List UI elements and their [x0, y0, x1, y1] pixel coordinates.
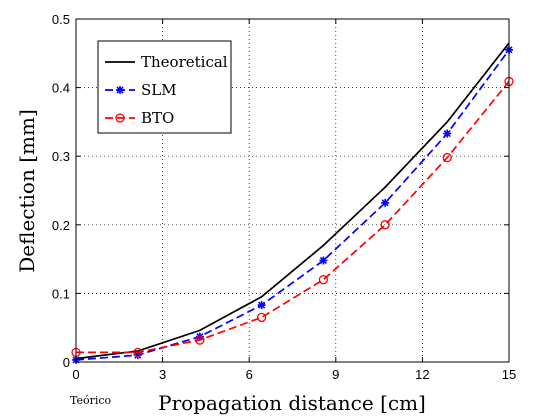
y-axis-title: Deflection [mm]: [15, 109, 39, 273]
plot-frame: [75, 18, 510, 363]
legend-marker-bto: [115, 113, 125, 123]
x-tick-label: 0: [72, 367, 79, 382]
data-point-slm: [443, 129, 452, 138]
x-tick-label: 15: [502, 367, 516, 382]
x-tick-labels: 0 3 6 9 12 15: [72, 367, 516, 382]
y-tick-label: 0: [63, 355, 70, 370]
x-tick-label: 6: [246, 367, 253, 382]
data-point-bto: [133, 347, 143, 358]
x-tick-label: 3: [159, 367, 166, 382]
y-tick-labels: 0 0.1 0.2 0.3 0.4 0.5: [52, 12, 70, 370]
axis-ticks: [75, 18, 510, 363]
legend: Theoretical SLM BTO: [97, 40, 232, 134]
data-point-slm: [319, 256, 328, 265]
x-tick-label: 12: [415, 367, 429, 382]
data-point-bto: [256, 312, 267, 323]
legend-entries: Theoretical SLM BTO: [105, 53, 228, 127]
data-point-slm: [257, 301, 266, 310]
data-point-bto: [442, 152, 452, 163]
footnote-text: Teórico: [70, 394, 112, 407]
data-point-bto: [195, 335, 205, 345]
y-tick-label: 0.5: [52, 12, 70, 27]
y-tick-label: 0.1: [52, 286, 70, 301]
data-point-bto: [380, 220, 390, 230]
legend-marker-slm: [116, 86, 124, 94]
y-tick-label: 0.3: [52, 149, 70, 164]
legend-label-slm: SLM: [141, 81, 177, 99]
series-layer: [71, 42, 514, 364]
y-tick-label: 0.2: [52, 218, 70, 233]
x-axis-title: Propagation distance [cm]: [158, 391, 426, 415]
series-line-slm: [75, 49, 510, 361]
series-line-theoretical: [75, 42, 510, 360]
x-tick-label: 9: [332, 367, 339, 382]
y-tick-label: 0.4: [52, 81, 70, 96]
data-point-slm: [381, 198, 390, 207]
data-point-bto: [318, 275, 329, 285]
legend-label-bto: BTO: [141, 109, 174, 127]
series-line-bto: [76, 80, 510, 354]
legend-label-theoretical: Theoretical: [141, 53, 228, 71]
